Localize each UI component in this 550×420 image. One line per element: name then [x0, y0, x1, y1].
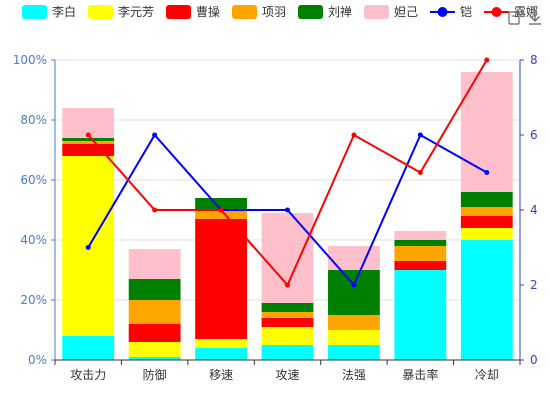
bar-李白[interactable] [394, 270, 447, 360]
point-铠[interactable] [285, 207, 290, 213]
bar-李白[interactable] [460, 240, 513, 360]
bar-李白[interactable] [128, 357, 181, 360]
bar-李元芳[interactable] [195, 339, 247, 348]
legend-label: 妲己 [394, 4, 418, 19]
legend-item-李元芳[interactable]: 李元芳 [88, 4, 154, 19]
legend-label: 露娜 [514, 5, 538, 19]
point-露娜[interactable] [152, 207, 158, 213]
bar-项羽[interactable] [261, 312, 314, 318]
bar-刘禅[interactable] [328, 270, 380, 315]
legend-item-刘禅[interactable]: 刘禅 [298, 5, 352, 19]
legend-item-李白[interactable]: 李白 [22, 4, 76, 19]
bar-曹操[interactable] [394, 261, 447, 270]
legend[interactable]: 李白 李元芳 曹操 项羽 刘禅 妲己 铠 露娜 [22, 4, 538, 19]
bar-曹操[interactable] [460, 216, 513, 228]
legend-label: 曹操 [196, 4, 220, 19]
point-露娜[interactable] [417, 170, 423, 175]
point-铠[interactable] [152, 132, 158, 138]
legend-item-铠[interactable]: 铠 [430, 4, 472, 19]
bar-曹操[interactable] [195, 219, 247, 339]
point-铠[interactable] [351, 282, 357, 288]
bar-妲己[interactable] [394, 231, 447, 240]
bar-曹操[interactable] [261, 318, 314, 327]
x-tick-label: 冷却 [475, 368, 499, 382]
legend-item-露娜[interactable]: 露娜 [484, 5, 538, 19]
legend-swatch [166, 5, 191, 19]
point-露娜[interactable] [484, 57, 490, 63]
y-left-tick-label: 100% [13, 53, 47, 67]
bar-项羽[interactable] [460, 207, 513, 216]
bar-项羽[interactable] [328, 315, 380, 330]
point-露娜[interactable] [351, 132, 357, 138]
legend-label: 项羽 [262, 5, 286, 19]
legend-swatch [298, 5, 323, 19]
bar-李白[interactable] [62, 336, 115, 360]
point-露娜[interactable] [285, 282, 290, 288]
bar-刘禅[interactable] [261, 303, 314, 312]
point-铠[interactable] [484, 170, 490, 175]
x-tick-label: 攻速 [275, 368, 299, 382]
bar-李元芳[interactable] [128, 342, 181, 357]
bar-项羽[interactable] [128, 300, 181, 324]
legend-marker [491, 7, 502, 17]
bar-妲己[interactable] [261, 213, 314, 303]
bar-李元芳[interactable] [261, 327, 314, 345]
bar-layer [62, 72, 513, 360]
bar-李白[interactable] [195, 348, 247, 360]
x-tick-label: 法强 [342, 368, 366, 382]
legend-label: 李元芳 [118, 4, 154, 19]
point-铠[interactable] [417, 132, 423, 138]
restore-icon[interactable] [508, 11, 520, 25]
bar-曹操[interactable] [62, 144, 115, 156]
bar-项羽[interactable] [62, 141, 115, 144]
y-left-tick-label: 20% [20, 293, 47, 307]
legend-item-曹操[interactable]: 曹操 [166, 4, 220, 19]
legend-swatch [22, 5, 47, 19]
legend-swatch [364, 5, 389, 19]
bar-李元芳[interactable] [460, 228, 513, 240]
x-tick-label: 移速 [209, 368, 233, 382]
bar-妲己[interactable] [128, 249, 181, 279]
legend-label: 李白 [52, 4, 76, 19]
legend-label: 铠 [460, 4, 472, 19]
legend-swatch [88, 5, 113, 19]
x-tick-label: 攻击力 [70, 368, 106, 382]
axes: 0% 20% 40% 60% 80% 100% 0 2 4 6 8 攻击力 防御 移速 攻速 法强 暴击率 冷却 [13, 53, 538, 382]
x-tick-label: 防御 [143, 367, 167, 382]
y-left-tick-label: 40% [20, 233, 47, 247]
y-right-tick-label: 8 [530, 53, 538, 67]
y-right-tick-label: 0 [530, 353, 538, 367]
bar-妲己[interactable] [328, 246, 380, 270]
y-left-tick-label: 0% [28, 353, 47, 367]
bar-项羽[interactable] [394, 246, 447, 261]
legend-item-项羽[interactable]: 项羽 [232, 5, 286, 19]
y-right-tick-label: 2 [530, 278, 538, 292]
toolbox[interactable] [508, 10, 541, 25]
x-tick-label: 暴击率 [402, 367, 438, 382]
bar-曹操[interactable] [128, 324, 181, 342]
point-露娜[interactable] [85, 132, 91, 138]
bar-李元芳[interactable] [328, 330, 380, 345]
line-layer [85, 57, 490, 288]
y-right-tick-label: 4 [530, 203, 538, 217]
legend-item-妲己[interactable]: 妲己 [364, 4, 418, 19]
bar-刘禅[interactable] [128, 279, 181, 300]
download-icon[interactable] [529, 10, 541, 25]
point-露娜[interactable] [218, 207, 224, 213]
bar-刘禅[interactable] [195, 198, 247, 210]
bar-李白[interactable] [328, 345, 380, 360]
bar-李白[interactable] [261, 345, 314, 360]
y-right-tick-label: 6 [530, 128, 538, 142]
point-铠[interactable] [85, 245, 91, 250]
legend-marker [437, 7, 448, 17]
bar-刘禅[interactable] [394, 240, 447, 246]
bar-项羽[interactable] [195, 210, 247, 219]
bar-刘禅[interactable] [460, 192, 513, 207]
legend-swatch [232, 5, 257, 19]
bar-刘禅[interactable] [62, 138, 115, 141]
y-left-tick-label: 60% [20, 173, 47, 187]
y-left-tick-label: 80% [20, 113, 47, 127]
legend-label: 刘禅 [328, 5, 352, 19]
